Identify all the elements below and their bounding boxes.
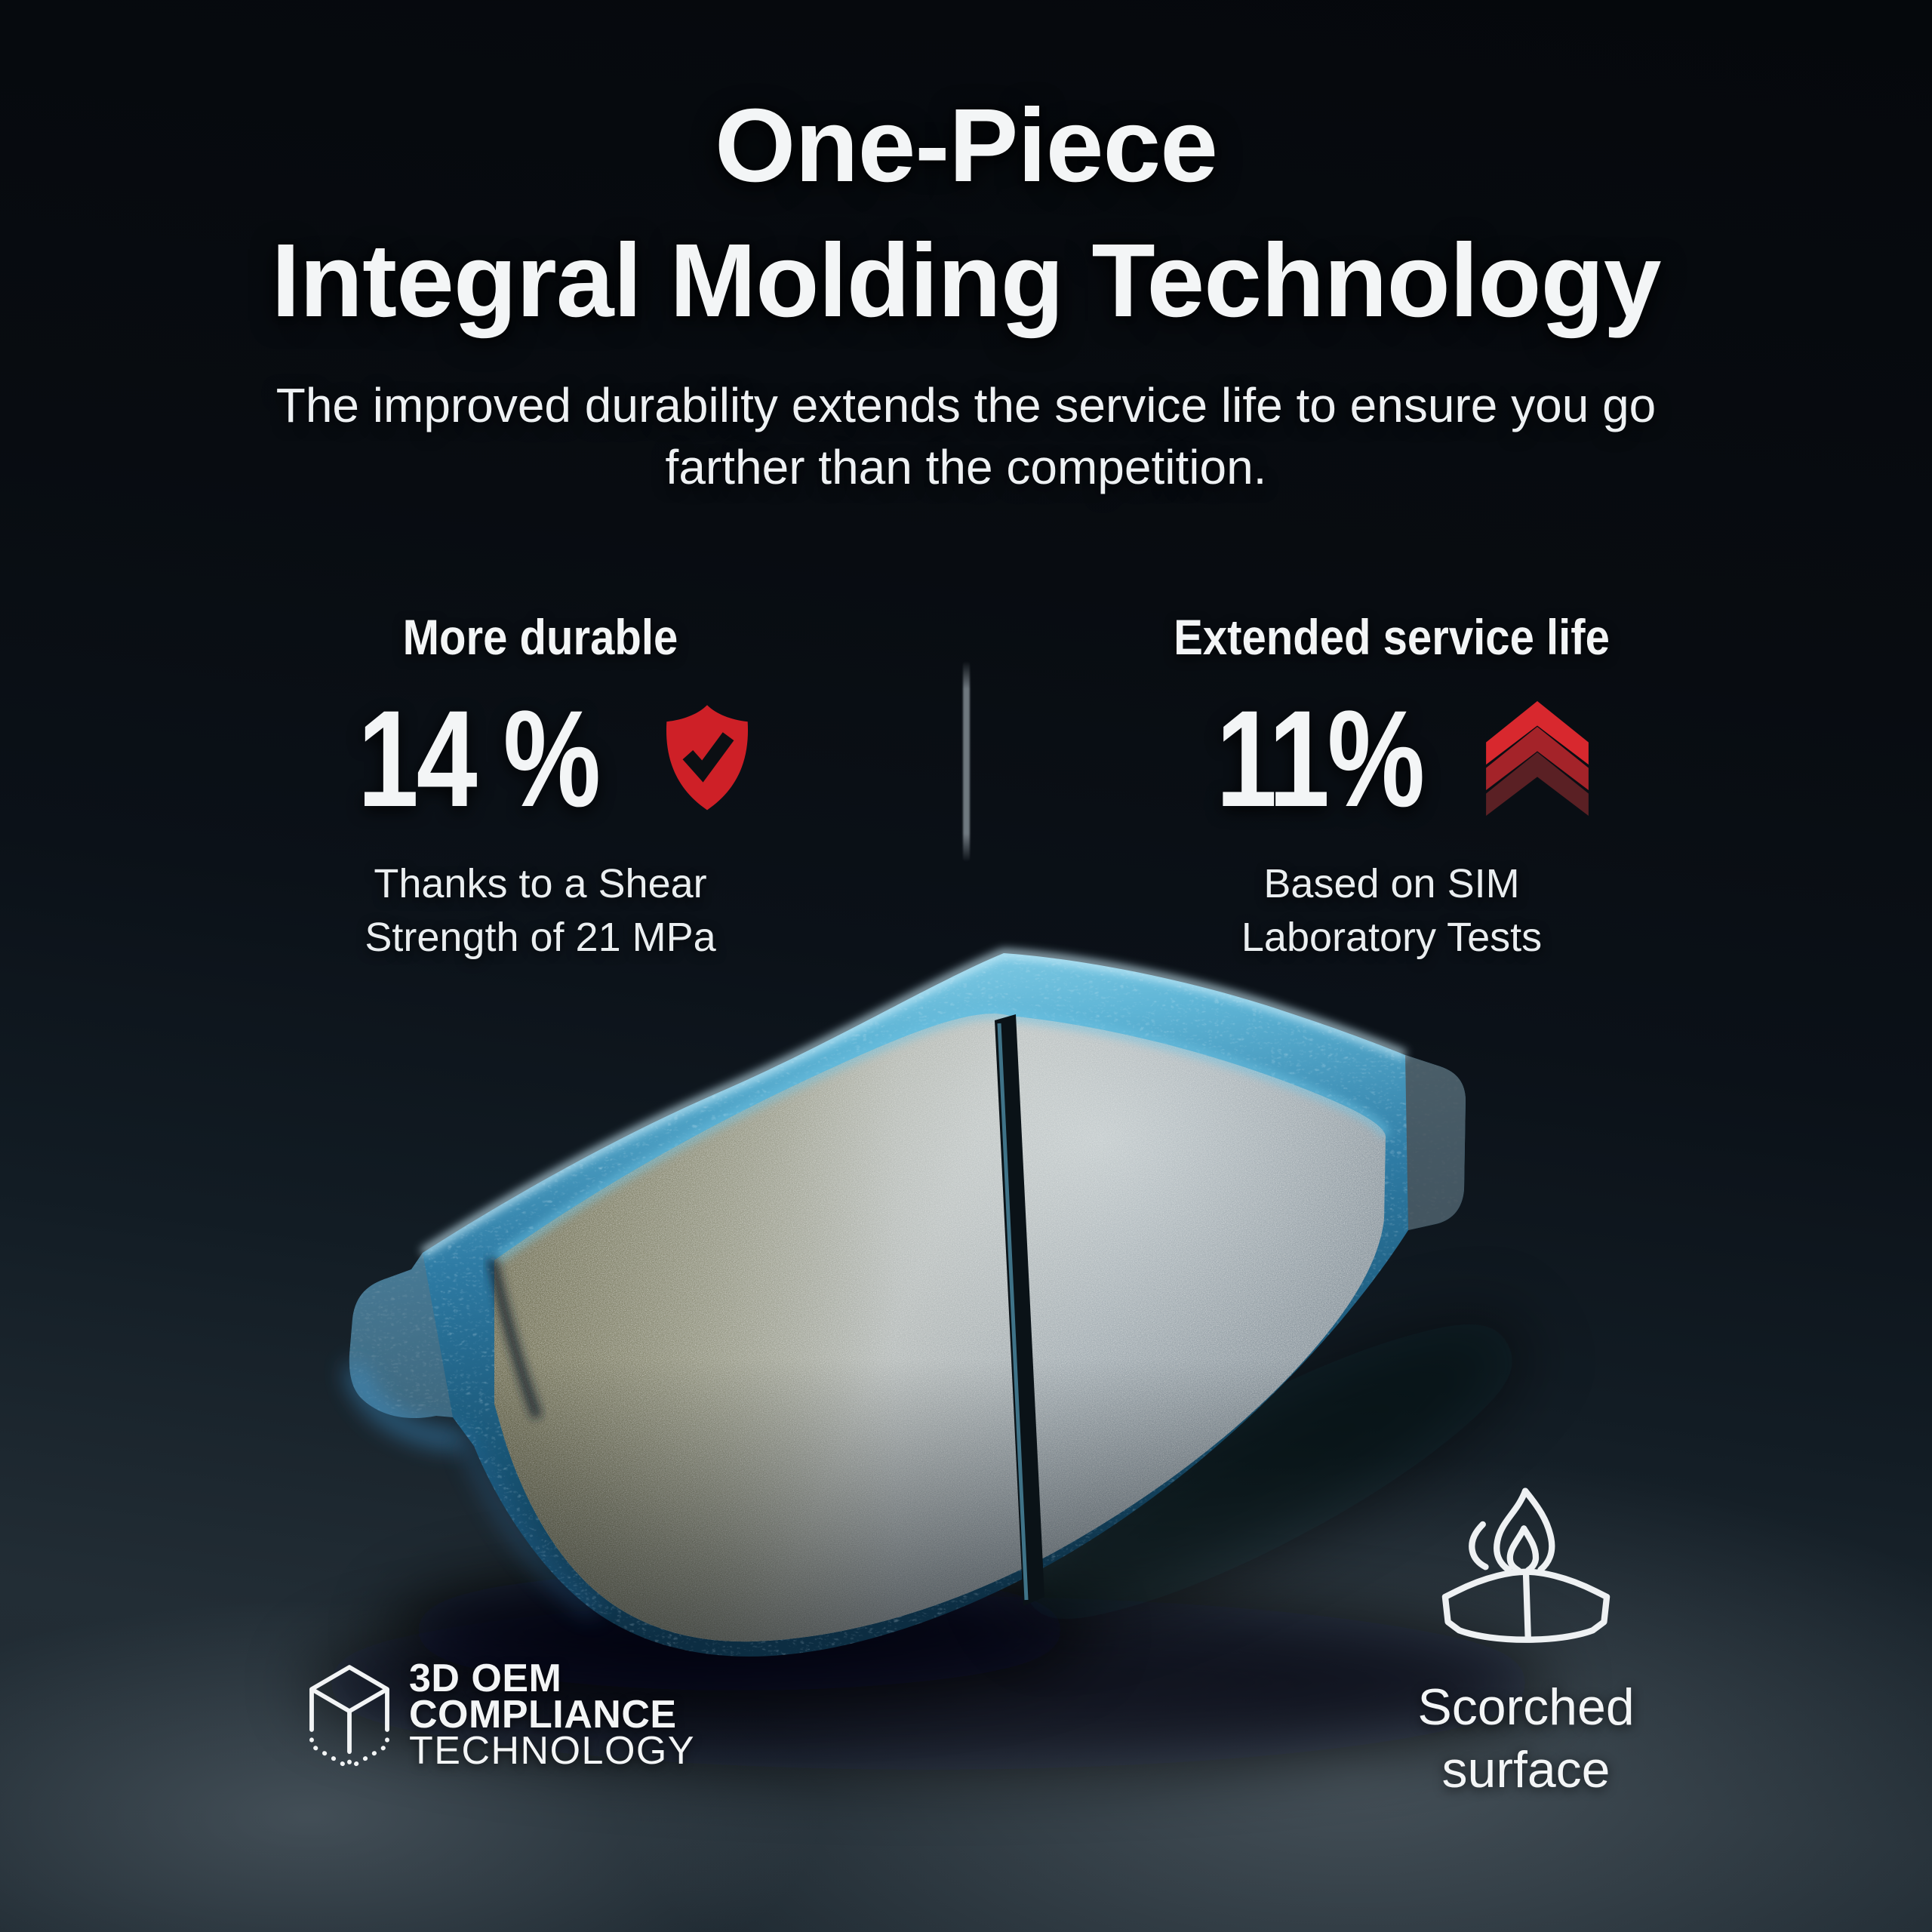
stat-value: 11% — [1216, 681, 1425, 835]
stat-value-row: 14 % — [144, 679, 937, 838]
stats-section: More durable 14 % Thanks to a Shear Stre… — [0, 608, 1932, 965]
3d-cube-icon — [309, 1665, 389, 1770]
page-title: One-Piece Integral Molding Technology — [0, 78, 1932, 349]
pad-center-slot — [995, 1014, 1044, 1606]
stat-caption: Thanks to a Shear Strength of 21 MPa — [365, 861, 716, 961]
triple-chevron-up-icon — [1481, 701, 1593, 816]
compliance-line2: COMPLIANCE — [409, 1693, 677, 1737]
shield-check-icon — [661, 702, 753, 815]
stat-value: 14 % — [357, 681, 600, 835]
compliance-line3: TECHNOLOGY — [409, 1729, 696, 1773]
stats-divider-column — [937, 608, 995, 862]
stat-caption: Based on SIM Laboratory Tests — [1241, 861, 1543, 961]
compliance-line1: 3D OEM — [409, 1657, 562, 1700]
page-subtitle: The improved durability extends the serv… — [275, 377, 1657, 494]
scorched-label: Scorched surface — [1417, 1678, 1635, 1798]
page-title-line2: Integral Molding Technology — [271, 223, 1661, 340]
pad-friction-surface — [487, 1008, 1391, 1642]
stat-more-durable: More durable 14 % Thanks to a Shear Stre… — [144, 608, 937, 965]
stat-heading: Extended service life — [1174, 609, 1610, 665]
page-title-line1: One-Piece — [715, 88, 1218, 204]
flame-brake-pad-icon — [1441, 1487, 1611, 1643]
stat-heading: More durable — [402, 609, 678, 665]
header: One-Piece Integral Molding Technology Th… — [0, 78, 1932, 499]
stat-value-row: 11% — [995, 679, 1788, 838]
scorched-badge: Scorched surface — [1375, 1485, 1677, 1801]
compliance-badge: 3D OEM COMPLIANCE TECHNOLOGY — [308, 1657, 695, 1792]
stats-divider — [962, 661, 970, 862]
compliance-text: 3D OEM COMPLIANCE TECHNOLOGY — [409, 1657, 696, 1773]
stat-extended-service-life: Extended service life 11% Based on SIM L… — [995, 608, 1788, 965]
